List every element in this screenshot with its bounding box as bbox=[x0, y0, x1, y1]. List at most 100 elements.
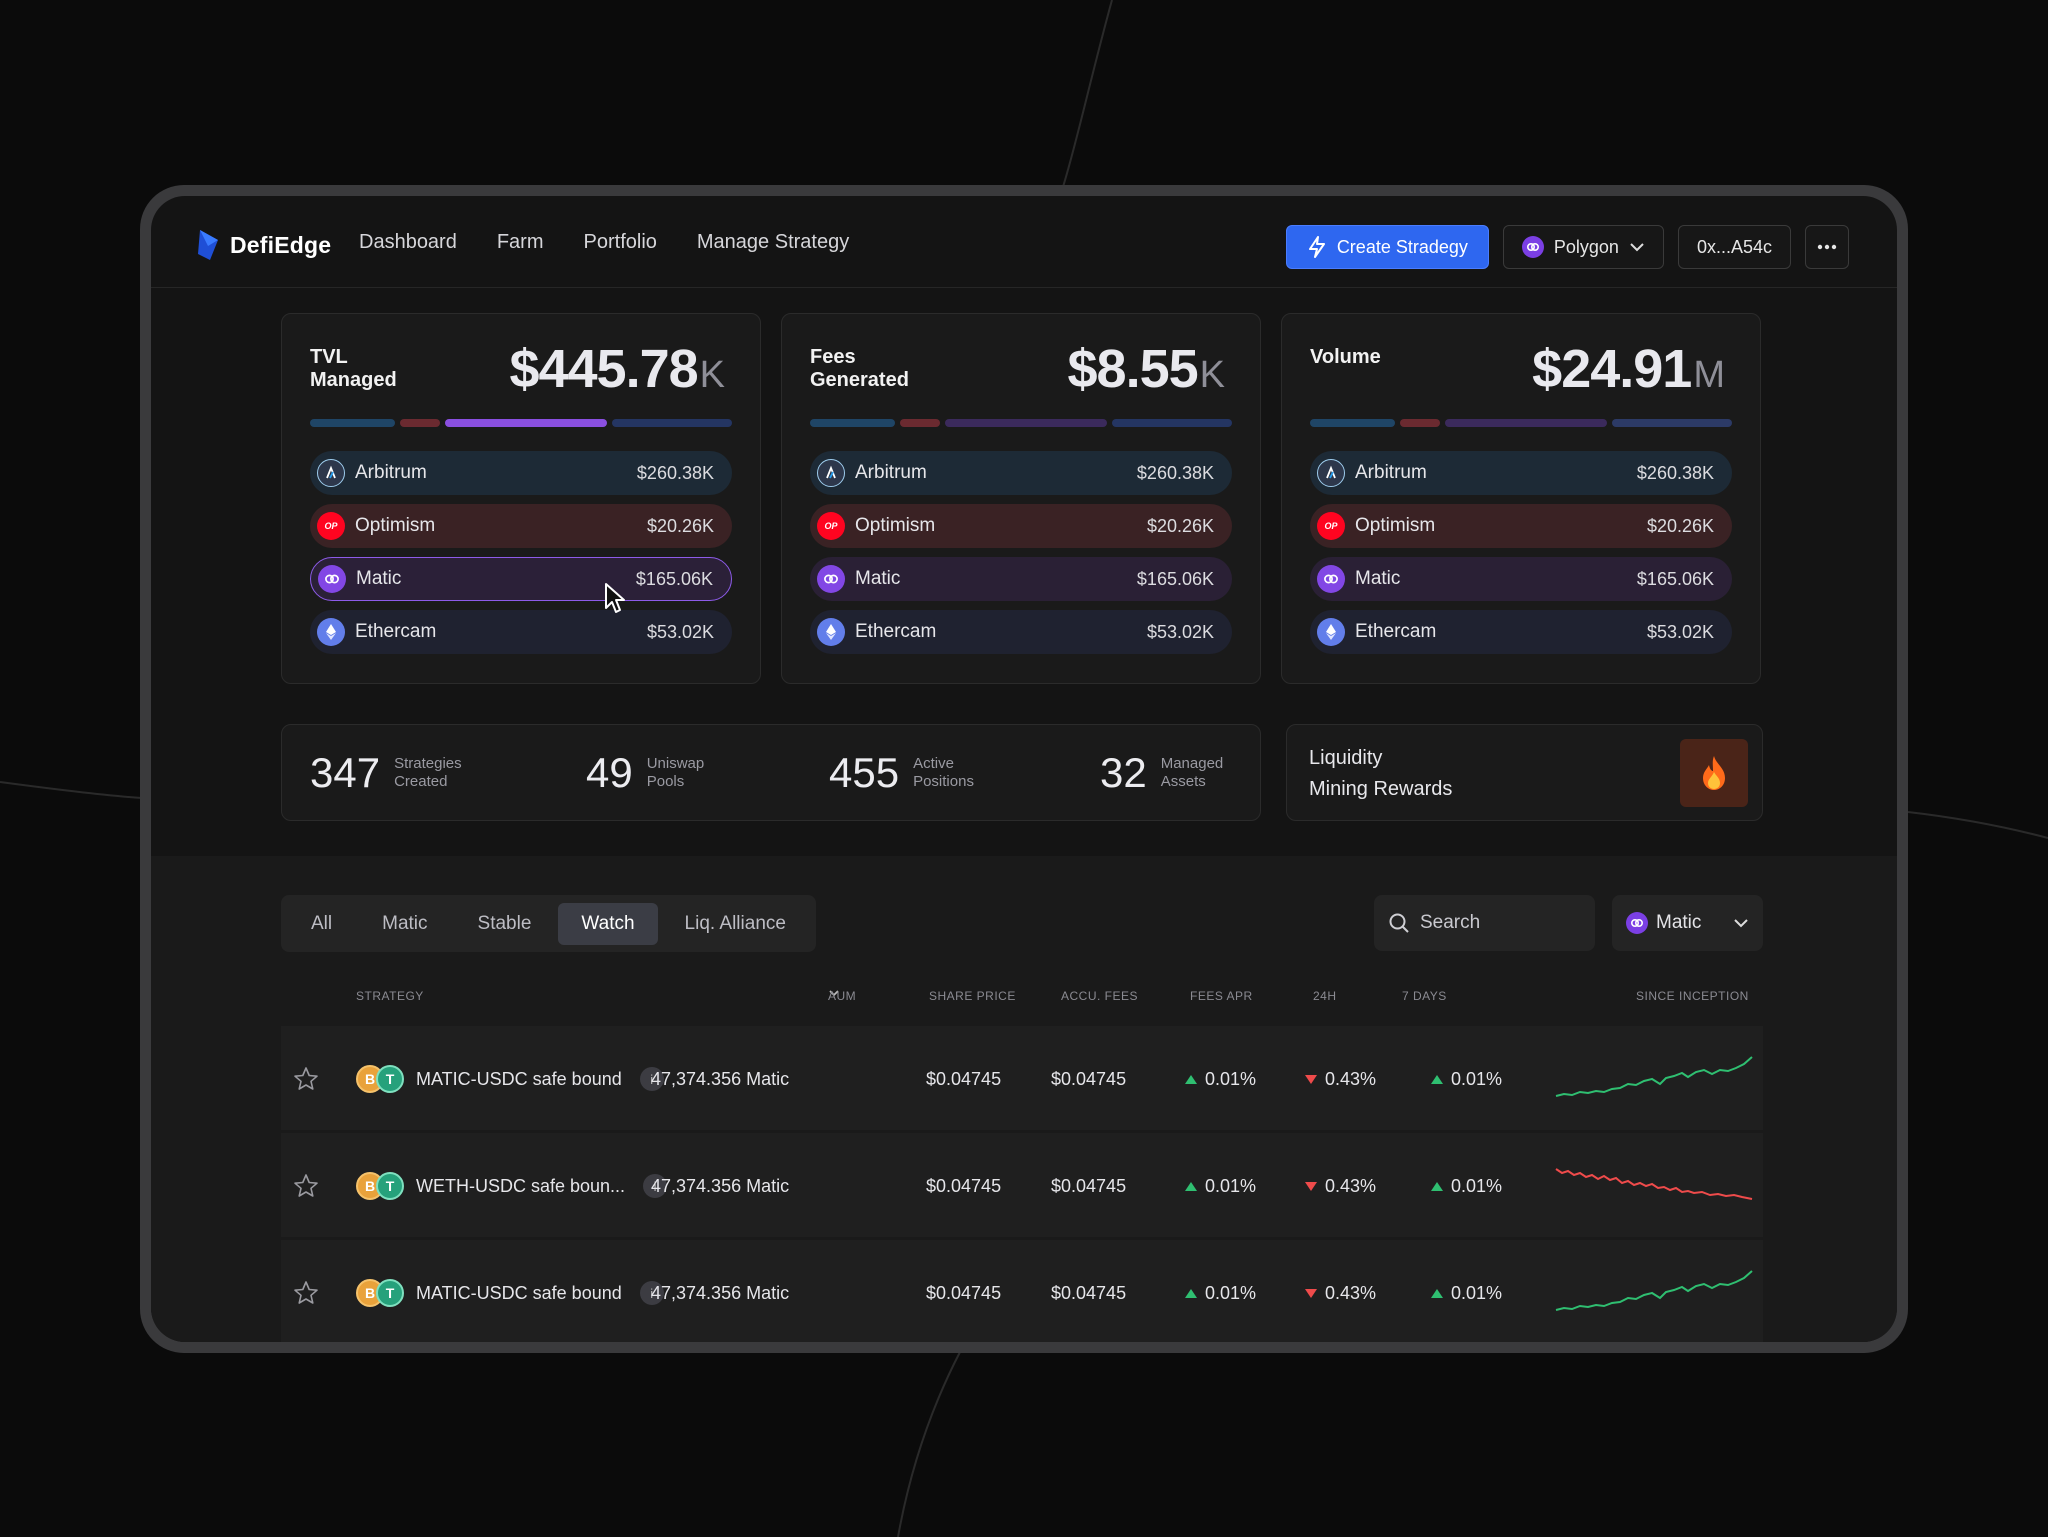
search-input[interactable] bbox=[1420, 912, 1570, 934]
change-24h-text: 0.43% bbox=[1325, 1282, 1377, 1303]
stat-label: Managed Assets bbox=[1161, 755, 1224, 791]
watch-star-button[interactable] bbox=[293, 1026, 319, 1132]
change-24h-value: 0.43% bbox=[1305, 1240, 1376, 1342]
tab-matic[interactable]: Matic bbox=[382, 912, 428, 934]
chain-row-arbitrum[interactable]: Arbitrum $260.38K bbox=[810, 451, 1232, 495]
header-7days: 7 DAYS bbox=[1402, 989, 1447, 1003]
network-selector[interactable]: Polygon bbox=[1502, 225, 1664, 269]
ethereum-icon bbox=[817, 618, 845, 646]
segment-ethereum bbox=[612, 419, 732, 427]
stat-label-line2: Pools bbox=[646, 773, 685, 790]
fees-apr-text: 0.01% bbox=[1205, 1282, 1257, 1303]
wallet-address-button[interactable]: 0x...A54c bbox=[1677, 225, 1791, 269]
segment-ethereum bbox=[1612, 419, 1732, 427]
top-nav: DefiEdge Dashboard Farm Portfolio Manage… bbox=[151, 196, 1897, 288]
brand-logo[interactable]: DefiEdge bbox=[196, 228, 331, 262]
arbitrum-icon bbox=[317, 459, 345, 487]
watch-star-button[interactable] bbox=[293, 1240, 319, 1342]
tab-watch[interactable]: Watch bbox=[558, 902, 658, 945]
tab-all[interactable]: All bbox=[311, 912, 333, 934]
liquidity-mining-rewards[interactable]: Liquidity Mining Rewards bbox=[1286, 724, 1763, 821]
fire-icon bbox=[1680, 739, 1748, 807]
chain-value: $260.38K bbox=[1636, 462, 1714, 483]
chain-value: $53.02K bbox=[646, 621, 714, 642]
chain-row-ethereum[interactable]: Ethercam $53.02K bbox=[810, 610, 1232, 654]
card-value-unit: K bbox=[699, 354, 725, 396]
strategy-name: WETH-USDC safe boun... bbox=[416, 1175, 626, 1196]
chain-row-matic[interactable]: Matic $165.06K bbox=[310, 557, 732, 601]
tab-liq-alliance[interactable]: Liq. Alliance bbox=[684, 912, 786, 934]
chain-name: Arbitrum bbox=[855, 462, 927, 483]
chain-row-ethereum[interactable]: Ethercam $53.02K bbox=[1310, 610, 1732, 654]
network-filter-select[interactable]: Matic bbox=[1612, 895, 1763, 951]
chain-row-matic[interactable]: Matic $165.06K bbox=[810, 557, 1232, 601]
matic-icon bbox=[1317, 565, 1345, 593]
card-value-number: $445.78 bbox=[509, 339, 698, 399]
header-aum[interactable]: AUM bbox=[828, 989, 856, 1003]
chain-row-matic[interactable]: Matic $165.06K bbox=[1310, 557, 1732, 601]
ethereum-icon bbox=[317, 618, 345, 646]
nav-manage-strategy[interactable]: Manage Strategy bbox=[696, 230, 850, 253]
stat-label-line1: Active bbox=[913, 755, 954, 772]
header-since-inception: SINCE INCEPTION bbox=[1636, 989, 1749, 1003]
more-options-button[interactable] bbox=[1805, 225, 1849, 269]
info-icon[interactable]: i bbox=[639, 1281, 664, 1305]
down-arrow-icon bbox=[1305, 1074, 1317, 1084]
tvl-card: TVL Managed $445.78K Arbitrum $260.38K O… bbox=[281, 313, 761, 684]
chain-row-arbitrum[interactable]: Arbitrum $260.38K bbox=[310, 451, 732, 495]
chain-name: Optimism bbox=[355, 515, 436, 536]
chain-row-optimism[interactable]: OP Optimism $20.26K bbox=[310, 504, 732, 548]
stat-value: 49 bbox=[586, 749, 633, 796]
arbitrum-icon bbox=[817, 459, 845, 487]
rewards-title: Liquidity Mining Rewards bbox=[1309, 743, 1452, 805]
chain-name: Matic bbox=[1355, 568, 1401, 589]
stat-label-line1: Strategies bbox=[394, 755, 462, 772]
segment-arbitrum bbox=[1310, 419, 1395, 427]
chain-list: Arbitrum $260.38K OP Optimism $20.26K Ma… bbox=[310, 451, 732, 663]
optimism-icon: OP bbox=[817, 512, 845, 540]
card-value: $445.78K bbox=[509, 338, 725, 400]
chain-name: Ethercam bbox=[855, 621, 937, 642]
info-icon[interactable]: i bbox=[643, 1174, 668, 1198]
since-inception-sparkline bbox=[1554, 1133, 1754, 1239]
aum-value: 47,374.356 Matic bbox=[651, 1068, 790, 1089]
distribution-bar bbox=[1310, 419, 1732, 427]
chain-value: $20.26K bbox=[1146, 515, 1214, 536]
accu-fees-value: $0.04745 bbox=[1051, 1175, 1127, 1196]
down-arrow-icon bbox=[1305, 1288, 1317, 1298]
chain-name: Optimism bbox=[1355, 515, 1436, 536]
chain-name: Ethercam bbox=[1355, 621, 1437, 642]
chain-row-ethereum[interactable]: Ethercam $53.02K bbox=[310, 610, 732, 654]
stat-label-line1: Managed bbox=[1160, 755, 1224, 772]
chain-row-arbitrum[interactable]: Arbitrum $260.38K bbox=[1310, 451, 1732, 495]
segment-optimism bbox=[1400, 419, 1440, 427]
polygon-icon bbox=[1626, 912, 1648, 934]
info-icon[interactable]: i bbox=[639, 1067, 664, 1091]
chevron-down-icon bbox=[1734, 919, 1748, 928]
accu-fees-value: $0.04745 bbox=[1051, 1282, 1127, 1303]
device-frame: DefiEdge Dashboard Farm Portfolio Manage… bbox=[140, 185, 1908, 1353]
tether-icon: T bbox=[376, 1279, 404, 1307]
network-label: Polygon bbox=[1553, 236, 1619, 257]
create-strategy-button[interactable]: Create Stradegy bbox=[1285, 225, 1489, 269]
chain-row-optimism[interactable]: OP Optimism $20.26K bbox=[1310, 504, 1732, 548]
fees-apr-value: 0.01% bbox=[1185, 1240, 1256, 1342]
header-fees-apr: FEES APR bbox=[1190, 989, 1253, 1003]
distribution-bar bbox=[310, 419, 732, 427]
watch-star-button[interactable] bbox=[293, 1133, 319, 1239]
network-filter-label: Matic bbox=[1656, 912, 1702, 933]
aum-value: 47,374.356 Matic bbox=[651, 1282, 790, 1303]
header-accu-fees: ACCU. FEES bbox=[1061, 989, 1139, 1003]
stat-label: Strategies Created bbox=[394, 755, 462, 791]
nav-farm[interactable]: Farm bbox=[496, 230, 544, 253]
nav-portfolio[interactable]: Portfolio bbox=[583, 230, 657, 253]
chain-row-optimism[interactable]: OP Optimism $20.26K bbox=[810, 504, 1232, 548]
nav-dashboard[interactable]: Dashboard bbox=[359, 230, 457, 253]
tab-stable[interactable]: Stable bbox=[477, 912, 532, 934]
change-7d-value: 0.01% bbox=[1431, 1133, 1502, 1239]
strategy-name: MATIC-USDC safe bound bbox=[416, 1282, 622, 1303]
